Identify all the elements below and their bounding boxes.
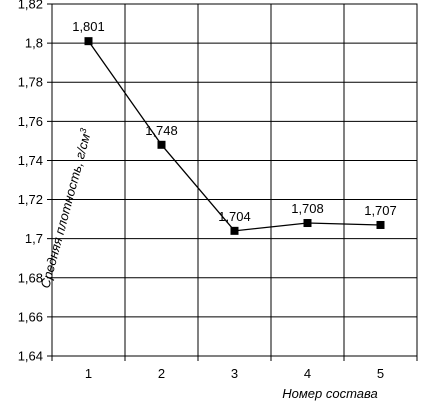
y-tick-label: 1,72 — [18, 192, 43, 207]
data-label: 1,707 — [364, 203, 397, 218]
y-tick-labels: 1,64 1,66 1,68 1,7 1,72 1,74 1,76 1,78 1,8 1,82 — [18, 0, 43, 364]
y-tick-label: 1,66 — [18, 309, 43, 324]
x-tick-label: 4 — [304, 366, 311, 381]
y-axis-title-text: Средняя плотность, г/см — [37, 132, 93, 290]
y-tick-label: 1,78 — [18, 75, 43, 90]
data-points — [84, 37, 385, 235]
data-labels: 1,801 1,748 1,704 1,708 1,707 — [72, 19, 397, 224]
grid — [47, 3, 418, 361]
x-axis-title: Номер состава — [282, 386, 377, 401]
x-tick-label: 2 — [158, 366, 165, 381]
y-axis-title: Средняя плотность, г/см3 — [36, 127, 94, 290]
data-point — [157, 140, 166, 149]
y-tick-label: 1,64 — [18, 349, 43, 364]
data-point — [84, 37, 93, 46]
data-label: 1,704 — [218, 209, 251, 224]
plot-border — [51, 3, 418, 357]
data-point — [230, 226, 239, 235]
x-tick-label: 1 — [85, 366, 92, 381]
data-point — [376, 220, 385, 229]
y-tick-label: 1,82 — [18, 0, 43, 12]
data-label: 1,708 — [291, 201, 324, 216]
series-line — [87, 40, 381, 232]
x-tick-label: 5 — [377, 366, 384, 381]
y-tick-label: 1,74 — [18, 153, 43, 168]
x-tick-label: 3 — [231, 366, 238, 381]
y-tick-label: 1,7 — [25, 231, 43, 246]
y-tick-label: 1,8 — [25, 36, 43, 51]
data-label: 1,748 — [145, 123, 178, 138]
data-label: 1,801 — [72, 19, 105, 34]
y-tick-label: 1,68 — [18, 270, 43, 285]
data-point — [303, 219, 312, 228]
x-tick-labels: 1 2 3 4 5 — [85, 366, 384, 381]
y-axis-title-superscript: 3 — [78, 127, 89, 134]
y-tick-label: 1,76 — [18, 114, 43, 129]
